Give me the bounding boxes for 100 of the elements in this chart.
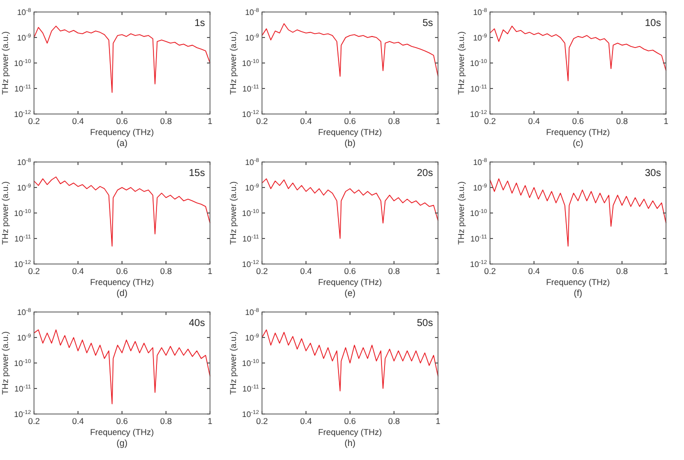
y-tick-label: 10$^{-9}$: [245, 183, 259, 192]
y-tick-label: 10$^{-10}$: [470, 58, 487, 68]
y-tick-label: 10$^{-11}$: [470, 84, 487, 94]
y-tick-label: 10$^{-11}$: [242, 84, 259, 94]
y-tick-label: 10$^{-9}$: [473, 183, 487, 192]
y-tick-label: 10$^{-8}$: [245, 308, 259, 317]
line-series: [34, 329, 210, 404]
x-tick-label: 0.6: [116, 116, 128, 126]
y-tick-label: 10$^{-8}$: [473, 158, 487, 167]
annotation: 15s: [188, 168, 205, 179]
annotation: 1s: [194, 18, 205, 29]
x-tick-label: 0.4: [528, 266, 540, 276]
x-axis-title: Frequency (THz): [90, 427, 154, 437]
x-tick-label: 0.6: [116, 266, 128, 276]
x-tick-label: 0.2: [28, 266, 40, 276]
text: (b): [344, 138, 356, 148]
x-tick-label: 0.6: [572, 266, 584, 276]
x-axis-title: Frequency (THz): [546, 277, 610, 287]
y-tick-label: 10$^{-12}$: [242, 410, 259, 419]
x-tick-label: 0.8: [388, 416, 400, 426]
y-tick-label: 10$^{-10}$: [242, 208, 259, 218]
text: (f): [574, 288, 582, 298]
line-series: [34, 176, 210, 247]
y-tick-label: 10$^{-11}$: [14, 84, 31, 94]
y-tick-label: 10$^{-9}$: [17, 183, 31, 192]
x-tick-label: 0.4: [72, 116, 84, 126]
y-tick-label: 10$^{-9}$: [245, 33, 259, 42]
x-tick-label: 1: [208, 416, 213, 426]
x-axis-title: Frequency (THz): [318, 127, 382, 137]
y-tick-label: 10$^{-8}$: [17, 8, 31, 17]
annotation: 5s: [422, 18, 433, 29]
y-axis-title: THz power (a.u.): [228, 331, 238, 395]
y-tick-label: 10$^{-9}$: [17, 33, 31, 42]
line-series: [490, 178, 666, 247]
y-tick-label: 10$^{-11}$: [242, 384, 259, 394]
x-tick-label: 0.2: [256, 116, 268, 126]
x-tick-label: 0.4: [300, 416, 312, 426]
x-tick-label: 0.6: [572, 116, 584, 126]
line-series: [490, 26, 666, 82]
annotation: 10s: [644, 18, 661, 29]
y-tick-label: 10$^{-12}$: [470, 110, 487, 119]
annotation: 30s: [644, 168, 661, 179]
y-tick-label: 10$^{-9}$: [473, 33, 487, 42]
x-tick-label: 0.6: [344, 116, 356, 126]
text: (e): [344, 288, 356, 298]
x-tick-label: 0.4: [72, 266, 84, 276]
y-tick-label: 10$^{-12}$: [470, 260, 487, 269]
y-tick-label: 10$^{-10}$: [470, 208, 487, 218]
x-tick-label: 0.2: [256, 266, 268, 276]
annotation: 40s: [188, 318, 205, 329]
y-tick-label: 10$^{-12}$: [242, 260, 259, 269]
y-tick-label: 10$^{-12}$: [242, 110, 259, 119]
text: (d): [116, 288, 128, 298]
x-tick-label: 1: [664, 266, 669, 276]
x-tick-label: 0.8: [160, 116, 172, 126]
x-axis-title: Frequency (THz): [546, 127, 610, 137]
y-tick-label: 10$^{-11}$: [14, 384, 31, 394]
line-series: [34, 26, 210, 93]
x-tick-label: 0.4: [72, 416, 84, 426]
y-tick-label: 10$^{-12}$: [14, 410, 31, 419]
y-axis-title: THz power (a.u.): [228, 181, 238, 245]
y-tick-label: 10$^{-11}$: [242, 234, 259, 244]
x-tick-label: 1: [208, 266, 213, 276]
x-tick-label: 0.4: [300, 116, 312, 126]
x-tick-label: 0.6: [344, 266, 356, 276]
x-axis-title: Frequency (THz): [90, 127, 154, 137]
x-tick-label: 0.2: [28, 116, 40, 126]
x-tick-label: 1: [208, 116, 213, 126]
y-axis-title: THz power (a.u.): [0, 181, 10, 245]
text: (a): [116, 138, 128, 148]
y-tick-label: 10$^{-9}$: [17, 333, 31, 342]
x-tick-label: 1: [436, 416, 441, 426]
text: (c): [572, 138, 584, 148]
y-tick-label: 10$^{-11}$: [14, 234, 31, 244]
x-tick-label: 0.2: [256, 416, 268, 426]
y-tick-label: 10$^{-12}$: [14, 260, 31, 269]
x-tick-label: 1: [664, 116, 669, 126]
x-tick-label: 0.2: [484, 116, 496, 126]
x-tick-label: 0.8: [388, 266, 400, 276]
text: (h): [344, 438, 356, 448]
x-tick-label: 0.6: [344, 416, 356, 426]
y-tick-label: 10$^{-11}$: [470, 234, 487, 244]
x-tick-label: 0.8: [160, 266, 172, 276]
y-tick-label: 10$^{-10}$: [242, 358, 259, 368]
x-tick-label: 1: [436, 266, 441, 276]
y-tick-label: 10$^{-10}$: [14, 358, 31, 368]
y-tick-label: 10$^{-8}$: [17, 308, 31, 317]
x-tick-label: 0.8: [388, 116, 400, 126]
y-axis-title: THz power (a.u.): [456, 181, 466, 245]
x-tick-label: 0.8: [616, 266, 628, 276]
line-series: [262, 329, 438, 392]
x-axis-title: Frequency (THz): [90, 277, 154, 287]
y-tick-label: 10$^{-12}$: [14, 110, 31, 119]
x-tick-label: 0.2: [28, 416, 40, 426]
x-tick-label: 0.8: [616, 116, 628, 126]
y-axis-title: THz power (a.u.): [0, 31, 10, 95]
annotation: 50s: [416, 318, 433, 329]
y-axis-title: THz power (a.u.): [456, 31, 466, 95]
x-axis-title: Frequency (THz): [318, 277, 382, 287]
y-axis-title: THz power (a.u.): [228, 31, 238, 95]
